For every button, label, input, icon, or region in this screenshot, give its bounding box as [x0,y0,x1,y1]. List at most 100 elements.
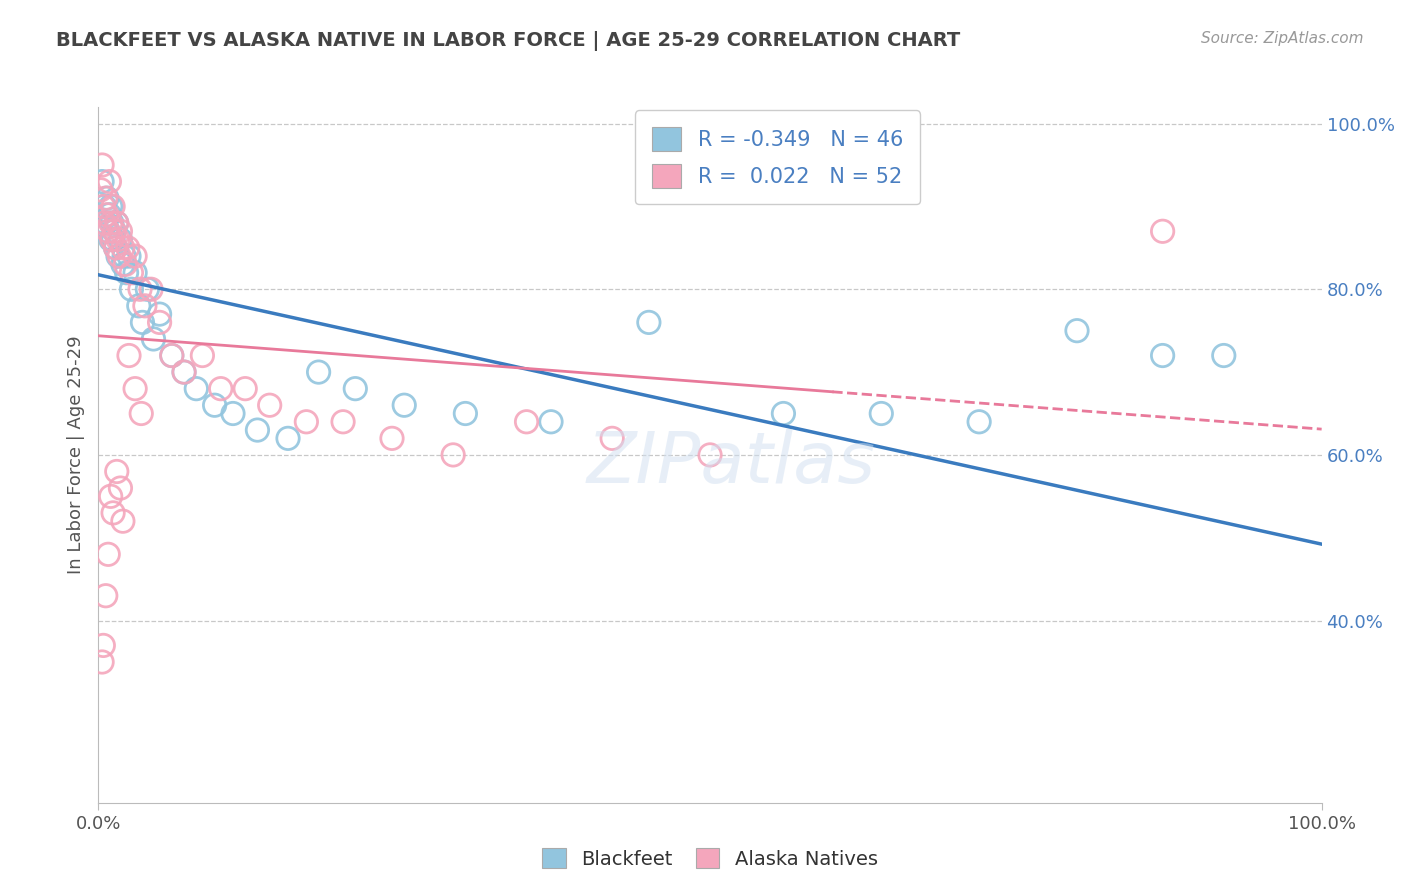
Point [91,199,114,213]
Point [1212,349,1234,363]
Point [246,423,269,437]
Point [191,349,214,363]
Point [110,481,132,495]
Point [332,415,354,429]
Point [103,224,125,238]
Point [277,431,299,445]
Point [515,415,537,429]
Text: Source: ZipAtlas.com: Source: ZipAtlas.com [1201,31,1364,46]
Point [93,216,115,230]
Point [97,224,120,238]
Point [134,299,156,313]
Point [94,191,117,205]
Point [91,639,114,653]
Point [160,349,183,363]
Point [101,216,124,230]
Point [107,249,129,263]
Point [967,415,990,429]
Point [129,282,152,296]
Point [110,233,132,247]
Point [308,365,330,379]
Point [1066,324,1088,338]
Point [259,398,281,412]
Point [118,349,141,363]
Point [96,208,118,222]
Point [186,382,208,396]
Point [98,208,121,222]
Point [772,407,794,421]
Point [91,158,114,172]
Point [111,241,134,255]
Point [101,233,124,247]
Y-axis label: In Labor Force | Age 25-29: In Labor Force | Age 25-29 [66,335,84,574]
Point [128,299,150,313]
Point [1152,224,1174,238]
Point [149,315,172,329]
Point [600,431,623,445]
Point [115,266,138,280]
Point [107,233,129,247]
Point [105,465,128,479]
Point [129,407,152,421]
Point [131,315,153,329]
Point [233,382,256,396]
Point [454,407,477,421]
Point [173,365,195,379]
Point [209,382,232,396]
Point [114,257,136,271]
Point [136,282,159,296]
Point [98,175,121,189]
Point [124,266,146,280]
Point [91,175,114,189]
Point [105,216,128,230]
Point [97,547,120,561]
Text: ZIPatlas: ZIPatlas [586,429,876,499]
Point [104,241,127,255]
Point [100,216,122,230]
Point [104,241,127,255]
Point [101,199,124,213]
Point [381,431,404,445]
Point [699,448,721,462]
Point [97,224,120,238]
Point [120,282,142,296]
Point [638,315,661,329]
Point [105,216,128,230]
Point [103,224,125,238]
Point [441,448,464,462]
Point [160,349,183,363]
Point [93,199,115,213]
Legend: Blackfeet, Alaska Natives: Blackfeet, Alaska Natives [534,840,886,877]
Point [392,398,416,412]
Point [139,282,162,296]
Point [149,307,172,321]
Point [120,266,142,280]
Point [101,233,124,247]
Text: BLACKFEET VS ALASKA NATIVE IN LABOR FORCE | AGE 25-29 CORRELATION CHART: BLACKFEET VS ALASKA NATIVE IN LABOR FORC… [56,31,960,51]
Point [870,407,893,421]
Point [204,398,226,412]
Point [94,589,117,603]
Point [111,257,134,271]
Point [108,249,131,263]
Point [112,249,135,263]
Point [124,249,146,263]
Point [117,241,139,255]
Point [101,506,124,520]
Point [142,332,165,346]
Point [111,514,134,528]
Point [540,415,562,429]
Point [94,216,117,230]
Point [110,224,132,238]
Point [222,407,245,421]
Point [91,655,114,669]
Point [100,199,122,213]
Point [96,191,118,205]
Point [173,365,195,379]
Point [295,415,318,429]
Point [344,382,367,396]
Point [100,489,122,503]
Point [100,233,122,247]
Point [124,382,146,396]
Point [118,249,141,263]
